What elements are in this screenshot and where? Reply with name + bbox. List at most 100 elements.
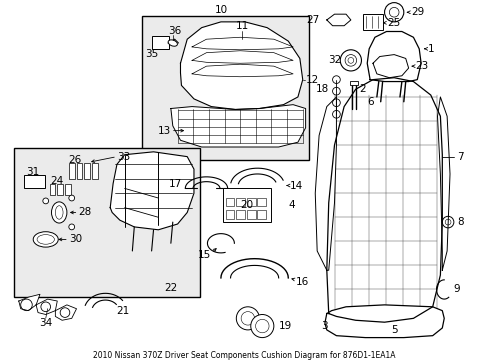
Text: 31: 31 <box>26 167 40 177</box>
Circle shape <box>60 308 70 318</box>
Circle shape <box>442 216 453 228</box>
Text: 29: 29 <box>411 7 424 17</box>
Bar <box>49 184 55 195</box>
Circle shape <box>347 58 353 63</box>
Polygon shape <box>437 97 449 270</box>
Ellipse shape <box>37 235 54 244</box>
Bar <box>69 163 75 179</box>
Text: 16: 16 <box>295 277 308 287</box>
Bar <box>77 163 82 179</box>
Circle shape <box>236 307 259 330</box>
Text: 22: 22 <box>164 283 177 293</box>
Text: 30: 30 <box>69 234 82 244</box>
Bar <box>363 14 382 30</box>
Text: 14: 14 <box>290 180 303 190</box>
Polygon shape <box>170 105 305 147</box>
Polygon shape <box>36 299 57 315</box>
Text: 17: 17 <box>169 179 182 189</box>
Bar <box>349 81 357 85</box>
Circle shape <box>332 111 340 118</box>
Ellipse shape <box>55 206 63 219</box>
Circle shape <box>345 55 356 66</box>
Text: 1: 1 <box>427 44 434 54</box>
Polygon shape <box>372 55 408 78</box>
Circle shape <box>332 99 340 107</box>
Ellipse shape <box>51 202 67 223</box>
Bar <box>14 148 199 297</box>
Polygon shape <box>192 37 292 50</box>
Text: 19: 19 <box>278 321 291 331</box>
Text: 11: 11 <box>235 21 248 31</box>
Text: 25: 25 <box>386 18 400 28</box>
Bar <box>223 188 270 222</box>
Bar <box>257 198 265 206</box>
Text: 10: 10 <box>214 5 227 15</box>
Text: 28: 28 <box>78 207 92 217</box>
Circle shape <box>20 299 32 311</box>
Text: 26: 26 <box>68 154 81 165</box>
Circle shape <box>255 319 268 333</box>
Bar <box>246 198 255 206</box>
Polygon shape <box>324 305 443 338</box>
Text: 8: 8 <box>456 217 463 227</box>
Circle shape <box>332 87 340 95</box>
Text: 5: 5 <box>390 325 397 335</box>
Bar <box>57 184 63 195</box>
Polygon shape <box>180 22 302 109</box>
Circle shape <box>69 195 75 201</box>
Ellipse shape <box>168 40 177 46</box>
Circle shape <box>41 302 50 312</box>
Text: 13: 13 <box>157 126 170 136</box>
Text: 34: 34 <box>39 318 52 328</box>
Bar <box>236 198 244 206</box>
Text: 7: 7 <box>456 152 463 162</box>
Bar <box>225 210 234 219</box>
Text: 2: 2 <box>359 84 366 94</box>
Text: 24: 24 <box>51 176 64 186</box>
Polygon shape <box>192 51 292 63</box>
Bar <box>23 175 45 188</box>
Text: 23: 23 <box>414 61 428 71</box>
Polygon shape <box>315 97 336 270</box>
Bar <box>246 210 255 219</box>
Text: 20: 20 <box>240 200 253 210</box>
Circle shape <box>241 312 254 325</box>
Text: 27: 27 <box>305 15 319 25</box>
Polygon shape <box>55 305 77 320</box>
Bar <box>65 184 71 195</box>
Circle shape <box>444 219 450 225</box>
Bar <box>257 210 265 219</box>
Text: 18: 18 <box>315 84 328 94</box>
Text: 3: 3 <box>321 321 327 331</box>
Bar <box>225 198 234 206</box>
Circle shape <box>388 8 398 17</box>
Bar <box>142 16 309 159</box>
Text: 33: 33 <box>117 152 130 162</box>
Text: 6: 6 <box>366 97 373 107</box>
Bar <box>151 36 168 49</box>
Bar <box>236 210 244 219</box>
Text: 4: 4 <box>288 200 294 210</box>
Polygon shape <box>326 14 350 26</box>
Text: 36: 36 <box>168 27 181 36</box>
Circle shape <box>332 76 340 84</box>
Text: 21: 21 <box>116 306 129 316</box>
Polygon shape <box>366 31 420 82</box>
Polygon shape <box>110 152 194 230</box>
Ellipse shape <box>33 232 58 247</box>
Circle shape <box>69 224 75 230</box>
Polygon shape <box>326 78 442 322</box>
Circle shape <box>250 315 273 338</box>
Text: 2010 Nissan 370Z Driver Seat Components Cushion Diagram for 876D1-1EA1A: 2010 Nissan 370Z Driver Seat Components … <box>93 351 394 360</box>
Bar <box>84 163 90 179</box>
Polygon shape <box>192 64 292 77</box>
Circle shape <box>340 50 361 71</box>
Text: 9: 9 <box>453 284 460 294</box>
Bar <box>92 163 98 179</box>
Text: 15: 15 <box>198 250 211 260</box>
Text: 32: 32 <box>327 55 341 66</box>
Circle shape <box>43 198 48 204</box>
Circle shape <box>384 3 403 22</box>
Text: 12: 12 <box>305 75 318 85</box>
Text: 35: 35 <box>144 49 158 59</box>
